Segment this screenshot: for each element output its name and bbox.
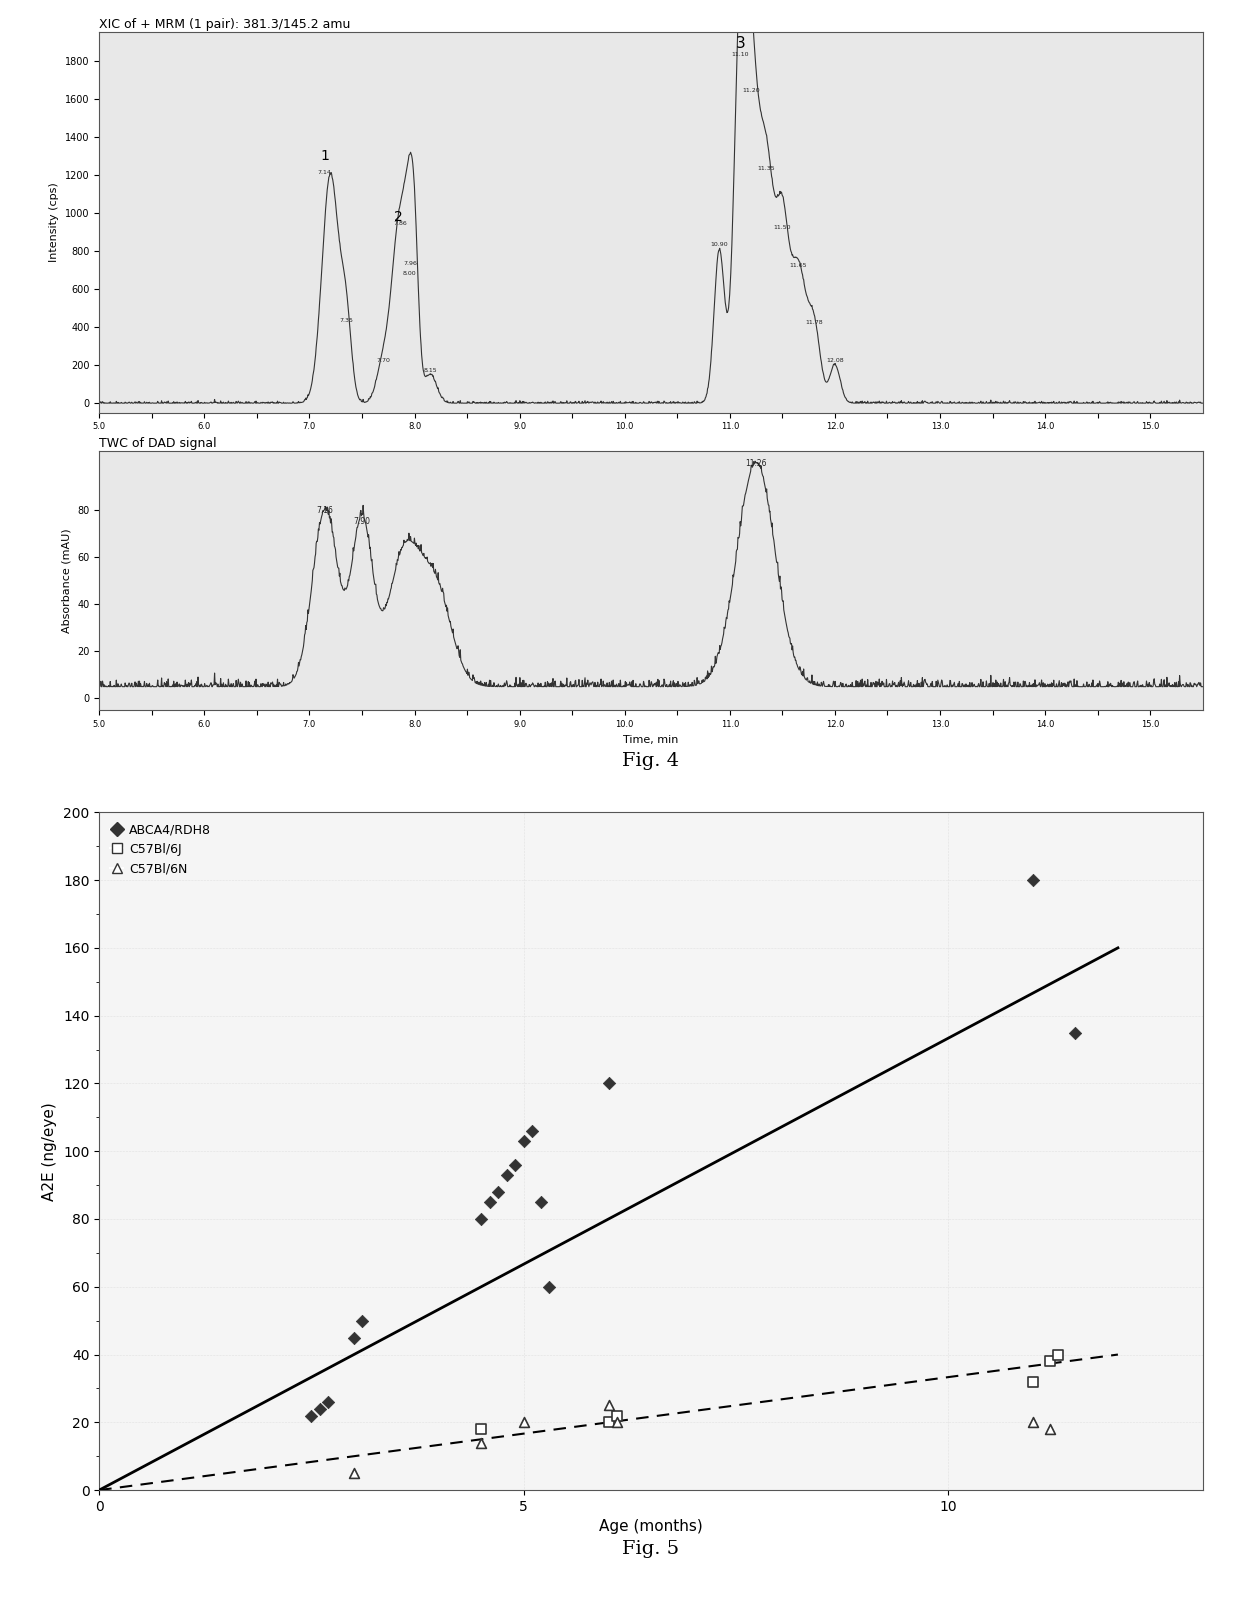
Point <box>310 1397 330 1422</box>
Text: Fig. 5: Fig. 5 <box>622 1541 680 1559</box>
Point <box>1049 1341 1069 1367</box>
Text: 7.14: 7.14 <box>317 170 331 175</box>
Text: 11.50: 11.50 <box>774 225 791 230</box>
Point <box>513 1127 533 1153</box>
Point <box>471 1429 491 1455</box>
Point <box>608 1410 627 1435</box>
Text: 7.35: 7.35 <box>340 318 353 323</box>
Text: 11.20: 11.20 <box>742 88 760 94</box>
Point <box>599 1410 619 1435</box>
Text: 7.86: 7.86 <box>393 221 407 227</box>
Point <box>1040 1348 1060 1374</box>
Text: 11.10: 11.10 <box>732 52 749 57</box>
Text: 11.65: 11.65 <box>790 263 807 268</box>
Text: 8.15: 8.15 <box>424 368 436 373</box>
Point <box>352 1307 372 1333</box>
Point <box>489 1179 508 1205</box>
Text: 10.90: 10.90 <box>711 242 728 247</box>
Text: 7.96: 7.96 <box>403 261 417 266</box>
Point <box>505 1152 525 1178</box>
Text: 11.35: 11.35 <box>758 165 775 172</box>
Point <box>522 1118 542 1144</box>
Text: TWC of DAD signal: TWC of DAD signal <box>99 436 217 449</box>
Point <box>319 1388 339 1414</box>
Text: 1: 1 <box>321 149 330 162</box>
Y-axis label: Absorbance (mAU): Absorbance (mAU) <box>62 529 72 633</box>
Point <box>1023 1410 1043 1435</box>
Text: 12.08: 12.08 <box>826 358 843 363</box>
Point <box>471 1416 491 1442</box>
Point <box>1040 1416 1060 1442</box>
Point <box>608 1403 627 1429</box>
X-axis label: Time, min: Time, min <box>624 735 678 744</box>
Point <box>471 1207 491 1233</box>
Point <box>343 1460 363 1486</box>
Point <box>1023 1369 1043 1395</box>
Point <box>1065 1020 1085 1046</box>
Point <box>513 1410 533 1435</box>
Text: Fig. 4: Fig. 4 <box>622 753 680 770</box>
Point <box>343 1325 363 1351</box>
Point <box>1023 868 1043 894</box>
X-axis label: Age (months): Age (months) <box>599 1520 703 1534</box>
Text: 11.26: 11.26 <box>745 459 766 467</box>
Text: XIC of + MRM (1 pair): 381.3/145.2 amu: XIC of + MRM (1 pair): 381.3/145.2 amu <box>99 18 351 31</box>
Text: 2: 2 <box>394 209 403 224</box>
Text: 3: 3 <box>735 36 745 50</box>
Text: 7.16: 7.16 <box>316 506 334 514</box>
Text: 8.00: 8.00 <box>403 271 417 276</box>
Y-axis label: A2E (ng/eye): A2E (ng/eye) <box>42 1101 57 1200</box>
Point <box>301 1403 321 1429</box>
Point <box>599 1071 619 1096</box>
Y-axis label: Intensity (cps): Intensity (cps) <box>50 183 60 263</box>
Point <box>497 1161 517 1187</box>
Point <box>480 1189 500 1215</box>
Text: 7.70: 7.70 <box>376 358 389 363</box>
Point <box>539 1273 559 1299</box>
Text: 7.90: 7.90 <box>353 517 371 527</box>
Legend: ABCA4/RDH8, C57Bl/6J, C57Bl/6N: ABCA4/RDH8, C57Bl/6J, C57Bl/6N <box>105 819 216 881</box>
Point <box>599 1392 619 1418</box>
Text: 11.78: 11.78 <box>805 320 822 324</box>
Point <box>531 1189 551 1215</box>
